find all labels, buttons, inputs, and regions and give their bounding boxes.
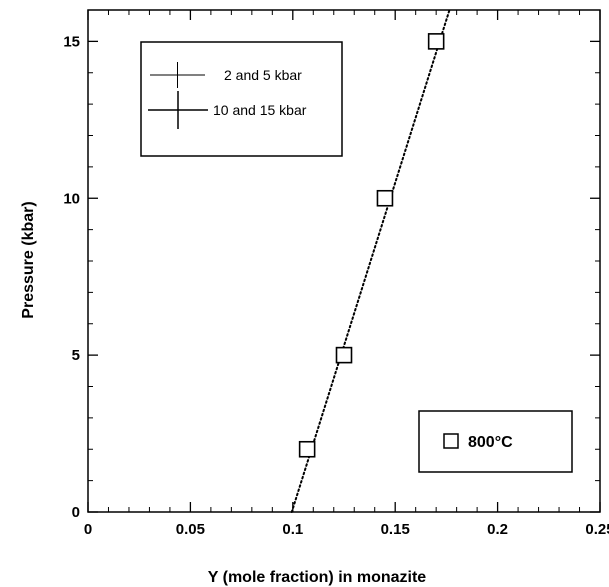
y-tick-label: 10 [63, 190, 80, 207]
legend-large-cross-icon [148, 91, 208, 129]
legend-errorbars: 2 and 5 kbar 800°C 10 and 15 kbar [140, 41, 343, 157]
x-tick-label: 0.25 [585, 521, 609, 538]
data-point-square [335, 346, 353, 364]
x-axis-title: Y (mole fraction) in monazite [208, 569, 427, 586]
data-markers [298, 33, 445, 458]
legend-open-square-icon [443, 433, 459, 449]
plot-frame [87, 9, 601, 513]
x-tick-label: 0 [84, 521, 92, 538]
minor-ticks [88, 9, 600, 512]
data-point-square [427, 33, 445, 50]
legend-small-cross-icon [150, 62, 205, 88]
data-point-square [298, 440, 316, 458]
legend-label-800c: 800°C [468, 434, 513, 451]
y-tick-label: 0 [72, 504, 80, 521]
y-axis-title: Pressure (kbar) [20, 201, 37, 318]
y-tick-label: 15 [63, 33, 80, 50]
x-tick-label: 0.1 [282, 521, 303, 538]
legend-temperature: 800°C [418, 410, 573, 473]
y-tick-label: 5 [72, 347, 80, 364]
x-tick-label: 0.05 [176, 521, 205, 538]
data-point-square [376, 189, 394, 207]
x-tick-labels: 0 0.05 0.1 0.15 0.2 0.25 [84, 521, 609, 538]
legend-label-large-text: 10 and 15 kbar [213, 102, 307, 118]
x-tick-label: 0.15 [381, 521, 410, 538]
fit-line [290, 9, 451, 513]
x-tick-label: 0.2 [487, 521, 508, 538]
y-tick-labels: 0 5 10 15 [63, 33, 80, 521]
legend-errorbars-box [140, 41, 343, 157]
legend-label-small: 2 and 5 kbar [224, 67, 302, 83]
